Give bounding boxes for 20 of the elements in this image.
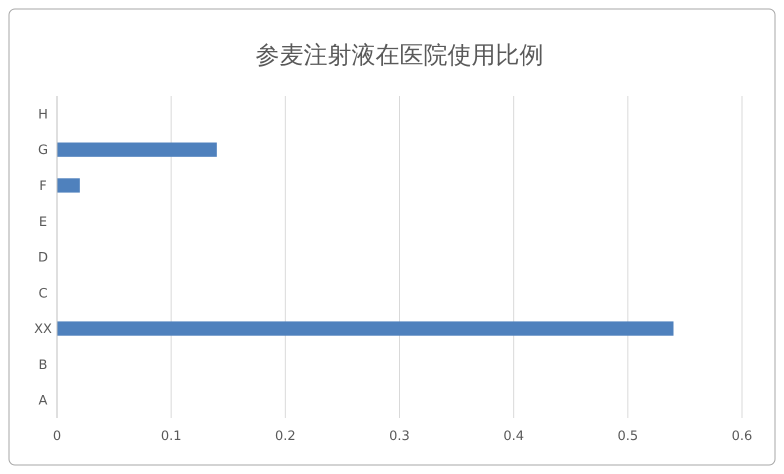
x-tick-label: 0.4 bbox=[503, 429, 524, 444]
bar bbox=[57, 321, 674, 336]
x-tick-label: 0 bbox=[52, 429, 62, 444]
y-tick-label: C bbox=[38, 286, 48, 302]
x-tick-label: 0.6 bbox=[732, 429, 752, 444]
y-tick-label: D bbox=[38, 250, 48, 266]
x-tick-label: 0.1 bbox=[160, 429, 182, 444]
x-tick-label: 0.3 bbox=[389, 429, 410, 444]
x-tick-label: 0.5 bbox=[617, 429, 638, 444]
x-tick-label: 0.2 bbox=[274, 429, 296, 444]
y-tick-label: F bbox=[39, 178, 47, 194]
y-tick-label: B bbox=[38, 358, 48, 373]
y-tick-label: XX bbox=[34, 322, 52, 338]
chart-title: 参麦注射液在医院使用比例 bbox=[256, 41, 544, 69]
y-tick-label: E bbox=[38, 214, 48, 230]
bar bbox=[57, 178, 80, 193]
bar bbox=[57, 142, 217, 157]
y-tick-label: G bbox=[38, 143, 48, 158]
y-tick-label: A bbox=[38, 394, 48, 409]
y-tick-label: H bbox=[38, 107, 48, 122]
